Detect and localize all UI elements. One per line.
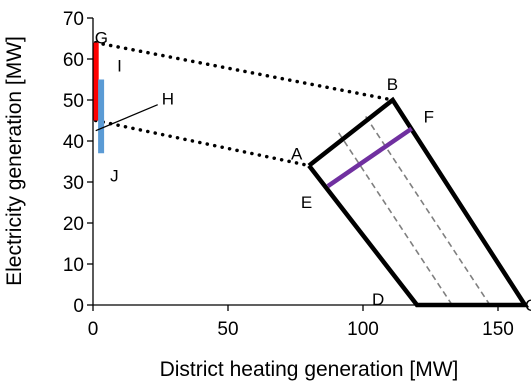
point-label-f: F [424, 108, 434, 127]
point-label-e: E [301, 193, 312, 212]
dotted-line-3 [93, 118, 311, 168]
point-label-b: B [387, 75, 398, 94]
y-tick-label: 40 [63, 132, 84, 153]
y-tick-label: 0 [73, 296, 84, 317]
y-tick-label: 30 [63, 173, 84, 194]
y-tick-label: 10 [63, 255, 84, 276]
line-e-f [326, 126, 413, 188]
x-tick-label: 0 [88, 319, 99, 340]
point-label-g: G [95, 29, 108, 48]
point-label-c: C [525, 296, 531, 315]
y-tick-label: 50 [63, 91, 84, 112]
point-label-j: J [110, 166, 119, 185]
point-label-a: A [291, 145, 303, 164]
y-axis-title: Electricity generation [MW] [3, 36, 26, 286]
y-tick-label: 60 [63, 50, 84, 71]
dotted-line-2 [93, 40, 395, 102]
x-tick-label: 150 [482, 319, 514, 340]
point-label-d: D [372, 290, 384, 309]
labels-layer: 0 50 100 150 0 10 20 30 40 50 60 70 A B C D E F G H I J [63, 9, 531, 340]
y-tick-label: 70 [63, 9, 84, 30]
h-leader-line [95, 104, 158, 132]
x-axis-title: District heating generation [MW] [160, 358, 459, 381]
axes-layer [87, 17, 525, 311]
x-tick-label: 50 [217, 319, 238, 340]
y-tick-label: 20 [63, 214, 84, 235]
x-tick-label: 100 [347, 319, 379, 340]
point-label-h: H [162, 90, 174, 109]
series-layer [92, 40, 530, 308]
dashed-line-4 [338, 132, 453, 306]
operating-region-polygon [307, 96, 530, 308]
dashed-line-5 [365, 115, 491, 306]
point-label-i: I [117, 57, 122, 76]
